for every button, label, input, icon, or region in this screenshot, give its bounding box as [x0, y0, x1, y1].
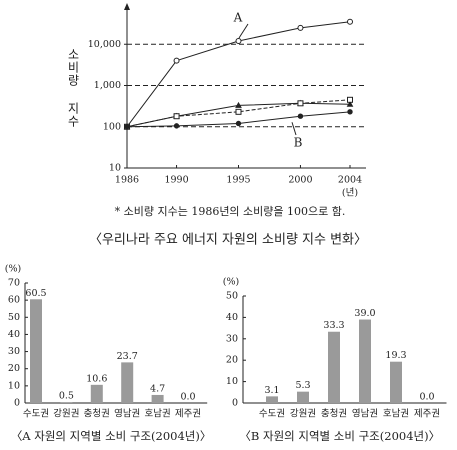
- value-label: 60.5: [25, 288, 46, 299]
- x-tick-label: 1990: [164, 175, 188, 186]
- x-tick-label: 충청권: [321, 408, 347, 420]
- x-tick-label: 수도권: [23, 408, 49, 420]
- marker: [124, 124, 130, 130]
- value-label: 0.5: [59, 391, 74, 402]
- y-tick-label: 50: [226, 291, 238, 302]
- x-tick-label: 영남권: [352, 408, 378, 420]
- value-label: 0.0: [419, 392, 434, 403]
- marker: [297, 100, 304, 107]
- y-tick-label: 100: [103, 121, 121, 132]
- x-tick-label: 1986: [115, 175, 139, 186]
- marker: [297, 113, 304, 119]
- y-axis-label: 소비량 지수: [66, 48, 80, 128]
- bar: [328, 331, 340, 403]
- series-label: B: [294, 136, 303, 150]
- bar: [266, 396, 278, 403]
- y-tick-label: 10: [109, 163, 121, 174]
- y-tick-label: 60: [8, 295, 20, 306]
- marker: [173, 57, 180, 64]
- series-line: [126, 99, 351, 128]
- y-tick-label: 0: [14, 398, 20, 409]
- marker: [347, 18, 353, 25]
- x-tick-label: 호남권: [383, 408, 409, 420]
- y-tick-label: 10,000: [88, 39, 121, 50]
- x-tick-label: 수도권: [259, 408, 285, 420]
- y-tick-label: 20: [8, 363, 20, 374]
- bar: [359, 319, 371, 403]
- x-tick-label: 2004: [338, 175, 362, 186]
- chart-title: 〈우리나라 주요 에너지 자원의 소비량 지수 변화〉: [89, 233, 367, 248]
- y-tick-label: 10: [226, 376, 238, 387]
- y-tick-label: 0: [232, 398, 238, 409]
- x-tick-label: 강원권: [290, 408, 316, 420]
- annotation-arrow: [291, 122, 297, 136]
- value-label: 0.0: [180, 392, 195, 403]
- x-tick-label: 영남권: [114, 408, 140, 420]
- marker: [235, 101, 242, 108]
- value-label: 10.6: [86, 373, 107, 384]
- x-tick-label: 충청권: [84, 408, 110, 420]
- value-label: 19.3: [385, 350, 406, 361]
- y-tick-label: 1,000: [94, 80, 121, 91]
- marker: [173, 123, 180, 129]
- y-tick-label: 10: [8, 380, 20, 391]
- marker: [235, 108, 242, 115]
- series-label: A: [233, 11, 243, 25]
- y-tick-label: 30: [8, 346, 20, 357]
- marker: [235, 37, 242, 44]
- value-label: 39.0: [354, 308, 375, 319]
- value-label: 5.3: [295, 380, 310, 391]
- bar: [297, 391, 309, 403]
- value-label: 23.7: [117, 351, 138, 362]
- marker: [297, 24, 304, 31]
- bar: [60, 402, 73, 403]
- footnote: * 소비량 지수는 1986년의 소비량을 100으로 함.: [115, 205, 346, 218]
- x-axis-label: (년): [342, 188, 358, 199]
- x-tick-label: 호남권: [144, 408, 170, 420]
- value-label: 4.7: [150, 383, 165, 394]
- x-tick-label: 강원권: [53, 408, 79, 420]
- marker: [347, 109, 353, 115]
- chart-title: 〈A 자원의 지역별 소비 구조(2004년)〉: [11, 429, 212, 443]
- bar: [90, 384, 103, 403]
- bar: [30, 299, 42, 403]
- y-axis-label: (%): [5, 264, 21, 275]
- y-tick-label: 70: [8, 278, 20, 289]
- x-tick-label: 1995: [226, 175, 250, 186]
- bar: [121, 362, 134, 403]
- x-tick-label: 제주권: [175, 408, 201, 420]
- marker: [346, 100, 354, 107]
- x-tick-label: 2000: [288, 175, 312, 186]
- y-tick-label: 40: [8, 329, 20, 340]
- y-tick-label: 40: [226, 312, 238, 323]
- value-label: 33.3: [323, 320, 344, 331]
- marker: [235, 120, 242, 127]
- annotation-arrow: [238, 23, 249, 39]
- bar: [390, 361, 402, 403]
- y-tick-label: 30: [226, 333, 238, 344]
- chart-title: 〈B 자원의 지역별 소비 구조(2004년)〉: [239, 429, 440, 443]
- y-tick-label: 20: [226, 355, 238, 366]
- y-axis-arrow: [124, 3, 130, 10]
- value-label: 3.1: [264, 385, 279, 396]
- y-tick-label: 50: [8, 312, 20, 323]
- bar: [151, 394, 164, 403]
- y-axis-label: (%): [223, 277, 239, 288]
- marker: [347, 96, 353, 103]
- x-tick-label: 제주권: [414, 408, 440, 420]
- marker: [173, 113, 180, 120]
